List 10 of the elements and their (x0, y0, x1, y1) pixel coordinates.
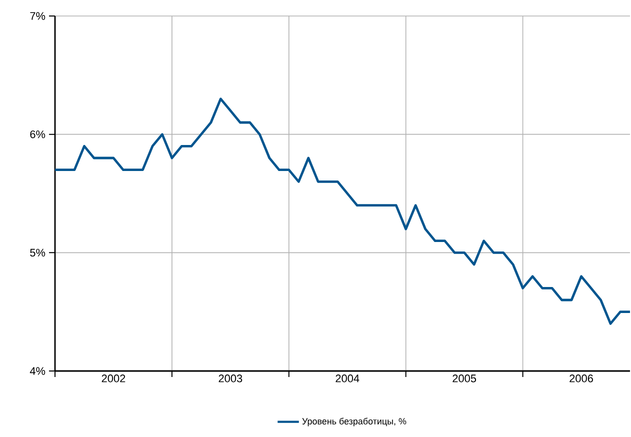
x-tick-label: 2005 (452, 374, 476, 382)
y-tick-label: 5% (30, 248, 46, 257)
x-tick-label: 2006 (570, 374, 593, 382)
x-tick-label: 2002 (102, 374, 126, 382)
y-tick-label: 7% (30, 12, 46, 20)
x-tick-label: 2004 (336, 374, 360, 382)
y-tick-label: 6% (30, 130, 46, 138)
x-tick-label: 2003 (218, 374, 242, 382)
y-tick-label: 4% (30, 367, 46, 375)
legend-label: Уровень безработицы, % (302, 418, 406, 426)
